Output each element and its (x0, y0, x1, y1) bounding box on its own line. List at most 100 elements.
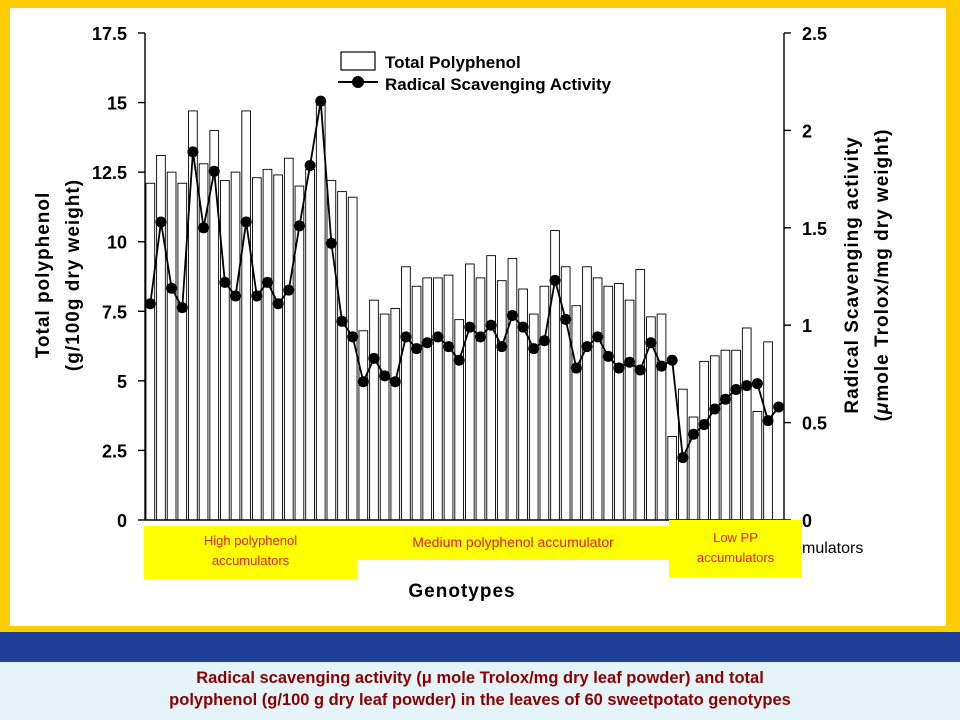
rsa-point-31 (464, 321, 476, 333)
rsa-point-16 (304, 159, 316, 171)
y-right-tick-label-1: 0.5 (802, 414, 827, 434)
bar-27 (422, 277, 433, 521)
rsa-point-2 (155, 216, 167, 228)
bar-35 (507, 257, 518, 521)
rsa-line (149, 101, 780, 462)
bar-20 (347, 196, 358, 521)
bar-1 (145, 182, 156, 521)
legend-marker-swatch (352, 76, 364, 88)
rsa-point-47 (634, 364, 646, 376)
rsa-point-1 (144, 298, 156, 310)
y-left-tick-label-5: 12.5 (92, 163, 127, 183)
rsa-point-41 (570, 362, 582, 374)
caption: Radical scavenging activity (μ mole Trol… (0, 662, 960, 720)
group-label-low: Low PP accumulators (669, 520, 802, 577)
bar-50 (667, 436, 677, 521)
y-right-tick-label-3: 1.5 (802, 219, 827, 239)
bar-24 (390, 308, 401, 521)
y-left-tick-label-3: 7.5 (102, 302, 127, 322)
y-axis-left-title-2: (g/100g dry weight) (63, 179, 84, 371)
bar-58 (752, 411, 763, 521)
y-right-tick-label-5: 2.5 (802, 24, 827, 44)
rsa-point-55 (719, 393, 731, 405)
bar-53 (699, 360, 709, 521)
bar-10 (241, 110, 251, 521)
rsa-point-3 (166, 282, 178, 294)
bar-41 (571, 305, 582, 521)
y-left-tick-label-0: 0 (117, 511, 127, 531)
rsa-point-20 (347, 331, 359, 343)
rsa-point-29 (443, 341, 455, 353)
rsa-point-7 (208, 165, 220, 177)
caption-line-1: Radical scavenging activity (μ mole Trol… (196, 669, 764, 687)
group-label-overflow-text: mulators (802, 540, 864, 557)
group-label-low-line2: accumulators (696, 550, 775, 565)
rsa-point-57 (741, 380, 753, 392)
bar-34 (496, 280, 507, 521)
rsa-point-60 (773, 401, 785, 413)
bar-46 (624, 299, 635, 521)
bar-22 (369, 299, 379, 521)
y-right-tick-label-2: 1 (802, 316, 812, 336)
y-left-tick-label-4: 10 (107, 233, 127, 253)
bar-43 (592, 277, 603, 521)
bar-33 (486, 255, 496, 521)
rsa-point-17 (315, 95, 327, 107)
rsa-point-43 (592, 331, 604, 343)
rsa-point-23 (379, 370, 391, 382)
bar-4 (177, 182, 188, 521)
rsa-point-32 (474, 331, 486, 343)
rsa-point-30 (453, 354, 465, 366)
rsa-point-37 (528, 343, 540, 355)
bar-59 (763, 341, 773, 521)
bar-55 (720, 349, 731, 521)
y-axis-right-title-mu: μ (872, 402, 893, 415)
rsa-point-25 (400, 331, 412, 343)
rsa-point-49 (656, 360, 668, 372)
y-left-tick-label-6: 15 (107, 94, 127, 114)
rsa-point-45 (613, 362, 625, 374)
rsa-point-35 (506, 309, 518, 321)
rsa-point-52 (687, 428, 699, 440)
rsa-point-24 (389, 376, 401, 388)
group-label-high-line1: High polyphenol (203, 533, 298, 548)
rsa-point-10 (240, 216, 252, 228)
rsa-point-19 (336, 315, 348, 327)
legend-label-radical-scavenging: Radical Scavenging Activity (385, 75, 612, 94)
group-label-medium: Medium polyphenol accumulator (357, 526, 669, 560)
y-left-tick-label-7: 17.5 (92, 24, 127, 44)
y-right-tick-label-0: 0 (802, 511, 812, 531)
legend: Total Polyphenol Radical Scavenging Acti… (338, 51, 612, 94)
bar-45 (614, 283, 624, 521)
rsa-point-36 (517, 321, 529, 333)
y-right-tick-label-4: 2 (802, 121, 812, 141)
group-label-high-line2: accumulators (211, 553, 290, 568)
rsa-point-40 (560, 313, 572, 325)
bar-29 (443, 274, 454, 521)
rsa-point-42 (581, 341, 593, 353)
bar-32 (475, 277, 486, 521)
bar-31 (465, 263, 475, 521)
bar-11 (252, 177, 262, 521)
legend-label-total-polyphenol: Total Polyphenol (385, 53, 521, 72)
bar-47 (635, 269, 646, 521)
bar-21 (358, 330, 369, 521)
rsa-point-50 (666, 354, 678, 366)
bar-8 (220, 180, 230, 521)
rsa-point-26 (411, 343, 423, 355)
rsa-point-51 (677, 452, 689, 464)
bar-54 (709, 355, 720, 521)
bar-57 (741, 327, 752, 521)
y-axis-right-title-2: (μmole Trolox/mg dry weight) (872, 129, 893, 422)
rsa-point-56 (730, 383, 742, 395)
legend-bar-swatch (340, 51, 376, 71)
rsa-point-18 (325, 237, 337, 249)
y-axis-right-title-1: Radical Scavenging activity (842, 136, 863, 413)
bar-13 (273, 174, 283, 521)
y-axis-left-title-1: Total polyphenol (33, 192, 54, 359)
line-layer (144, 95, 785, 464)
caption-line-2: polyphenol (g/100 g dry leaf powder) in … (169, 691, 791, 709)
rsa-point-22 (368, 352, 380, 364)
